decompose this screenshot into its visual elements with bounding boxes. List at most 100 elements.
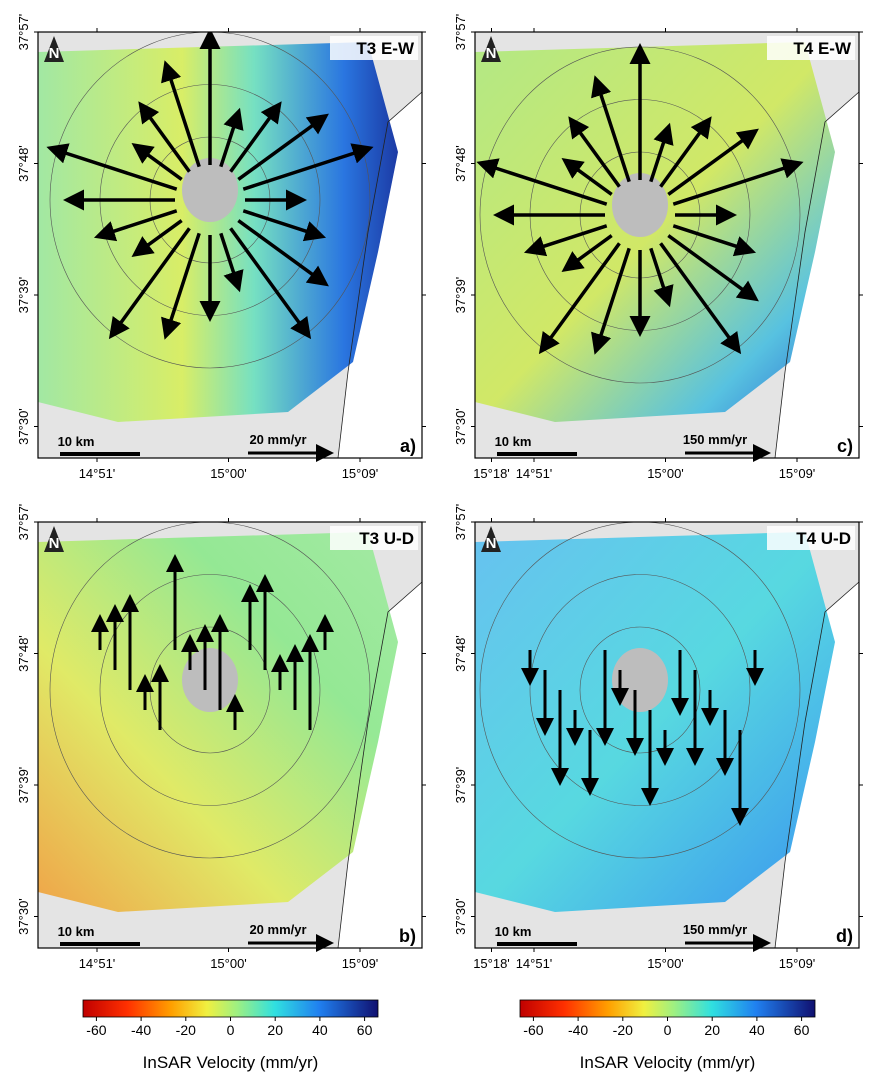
- north-label: N: [486, 535, 497, 552]
- velocity-field: [475, 532, 835, 912]
- frame: [474, 31, 860, 459]
- colorbar-ramp: [82, 999, 379, 1018]
- displacement-arrow: [161, 232, 201, 340]
- lon-tick-label: 15°00': [210, 956, 247, 971]
- colorbar-tick-label: -60: [86, 1022, 106, 1038]
- north-label: N: [486, 45, 497, 62]
- displacement-arrow: [229, 227, 312, 340]
- colorbar-tick-label: 60: [357, 1022, 373, 1038]
- displacement-arrow: [242, 209, 327, 242]
- displacement-arrow: [561, 234, 613, 273]
- displacement-arrow: [649, 247, 674, 308]
- north-label: N: [49, 45, 60, 62]
- displacement-arrow: [672, 224, 757, 257]
- displacement-arrow: [242, 143, 374, 191]
- displacement-arrow: [229, 101, 282, 173]
- displacement-arrow: [131, 219, 183, 258]
- scale-text: 10 km: [495, 924, 532, 939]
- panel-title: T3 E-W: [356, 39, 415, 58]
- contour: [529, 574, 751, 806]
- displacement-arrow: [46, 143, 178, 191]
- colorbar: -60 -40 -20 0 20 40 60 InSAR Velocity (mm/yr): [82, 999, 379, 1072]
- colorbar-tick-label: 40: [749, 1022, 765, 1038]
- lon-tick-label: 15°09': [342, 956, 379, 971]
- lon-tick-label: 15°18': [473, 466, 510, 481]
- lat-tick-label: 37°57': [453, 14, 468, 51]
- lat-tick-label: 37°48': [16, 635, 31, 672]
- map-panel: N T4 E-W 10 km 150 mm/yr c) 37°57' 37°48' 37°39…: [453, 14, 863, 481]
- colorbar-tick-label: 60: [794, 1022, 810, 1038]
- lon-tick-label: 14°51': [79, 466, 116, 481]
- title-box: [330, 36, 418, 60]
- scale-bar: [60, 452, 140, 456]
- contour: [49, 522, 371, 859]
- coastline: [337, 91, 422, 458]
- colorbar-tick-label: -40: [568, 1022, 588, 1038]
- lat-tick-label: 37°57': [453, 504, 468, 541]
- lat-tick-label: 37°30': [453, 898, 468, 935]
- map-content: [38, 522, 422, 948]
- colorbar-tick-label: 20: [267, 1022, 283, 1038]
- displacement-arrow: [138, 101, 191, 173]
- colorbar-label: InSAR Velocity (mm/yr): [143, 1053, 319, 1072]
- colorbar-tick-label: -40: [131, 1022, 151, 1038]
- panel-label: a): [400, 436, 416, 456]
- panel-label: c): [837, 436, 853, 456]
- panel-title: T3 U-D: [359, 529, 414, 548]
- lat-tick-label: 37°39': [16, 767, 31, 804]
- contour: [99, 574, 321, 806]
- lat-tick-label: 37°39': [16, 277, 31, 314]
- velocity-reference: 150 mm/yr: [683, 432, 747, 447]
- summit: [182, 158, 238, 222]
- lon-tick-label: 14°51': [516, 956, 553, 971]
- displacement-arrow: [131, 142, 183, 181]
- scale-bar: [497, 942, 577, 946]
- lon-tick-label: 14°51': [79, 956, 116, 971]
- displacement-arrow: [659, 242, 742, 355]
- displacement-arrow: [659, 116, 712, 188]
- colorbar-tick-label: -20: [176, 1022, 196, 1038]
- map-content: [475, 522, 859, 948]
- colorbar-tick-label: 0: [664, 1022, 672, 1038]
- lat-tick-label: 37°30': [16, 408, 31, 445]
- north-icon: [481, 526, 501, 552]
- lon-tick-label: 15°00': [647, 956, 684, 971]
- contour: [49, 32, 371, 369]
- colorbar-label: InSAR Velocity (mm/yr): [580, 1053, 756, 1072]
- map-panel: N T3 E-W 10 km 20 mm/yr a) 37°57' 37°48' 37°39'…: [16, 14, 510, 481]
- displacement-arrow: [219, 107, 244, 168]
- displacement-arrow: [161, 60, 201, 168]
- lon-tick-label: 15°09': [342, 466, 379, 481]
- contour: [479, 522, 801, 859]
- scale-bar: [497, 452, 577, 456]
- title-box: [330, 526, 418, 550]
- displacement-arrow: [237, 219, 329, 287]
- displacement-arrow: [561, 157, 613, 196]
- scale-bar: [60, 942, 140, 946]
- map-content: [475, 32, 859, 458]
- map-panel: N T4 U-D 10 km 150 mm/yr d) 37°57' 37°48' 37°39…: [453, 504, 863, 971]
- frame: [37, 521, 423, 949]
- scale-text: 10 km: [58, 434, 95, 449]
- displacement-arrow: [667, 128, 759, 196]
- colorbar-tick-label: 0: [227, 1022, 235, 1038]
- colorbar-tick-label: -20: [613, 1022, 633, 1038]
- scale-text: 10 km: [495, 434, 532, 449]
- map-content: [38, 32, 422, 458]
- displacement-arrow: [93, 209, 178, 242]
- displacement-arrow: [523, 224, 608, 257]
- panel-title: T4 U-D: [796, 529, 851, 548]
- displacement-arrow: [667, 234, 759, 302]
- colorbar-tick-label: 20: [704, 1022, 720, 1038]
- coastline: [774, 91, 859, 458]
- displacement-arrow: [476, 158, 608, 206]
- lon-tick-label: 15°09': [779, 956, 816, 971]
- displacement-arrow: [591, 247, 631, 355]
- velocity-reference: 20 mm/yr: [249, 922, 306, 937]
- displacement-arrow: [568, 116, 621, 188]
- sea: [338, 92, 422, 458]
- lon-tick-label: 15°00': [210, 466, 247, 481]
- map-panel: N T3 U-D 10 km 20 mm/yr b) 37°57' 37°48' 37°39'…: [16, 504, 510, 971]
- lat-tick-label: 37°39': [453, 767, 468, 804]
